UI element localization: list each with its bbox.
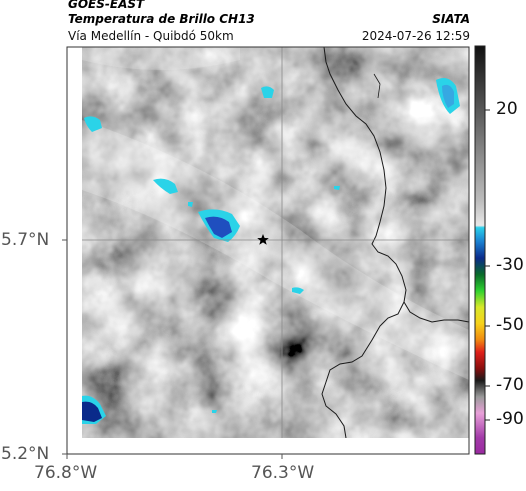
region-subtitle: Vía Medellín - Quibdó 50km [68, 29, 234, 43]
colorbar [474, 45, 486, 455]
colorbar-tick-label: -30 [496, 255, 524, 275]
lat-label: 5.2°N [1, 444, 50, 464]
border-segment [373, 73, 381, 99]
lon-label: 76.8°W [34, 463, 98, 483]
colorbar-tick-label: -90 [496, 409, 524, 429]
satellite-image [82, 47, 469, 438]
product-title: Temperatura de Brillo CH13 [68, 12, 255, 26]
cold-cloud-cells [82, 78, 460, 424]
lat-label: 5.7°N [1, 230, 50, 250]
colorbar-tick-label: -70 [496, 375, 524, 395]
satellite-name: GOES-EAST [68, 0, 145, 11]
colorbar-tick-label: -50 [496, 315, 524, 335]
timestamp: 2024-07-26 12:59 [361, 29, 470, 43]
image-left-gap [67, 47, 82, 454]
brand-label: SIATA [432, 12, 470, 26]
reference-star-icon [257, 234, 269, 245]
lon-label: 76.3°W [251, 463, 315, 483]
image-bottom-gap [67, 438, 469, 454]
department-border [323, 47, 469, 323]
colorbar-tick-label: 20 [496, 99, 518, 119]
department-border-south [321, 301, 405, 438]
